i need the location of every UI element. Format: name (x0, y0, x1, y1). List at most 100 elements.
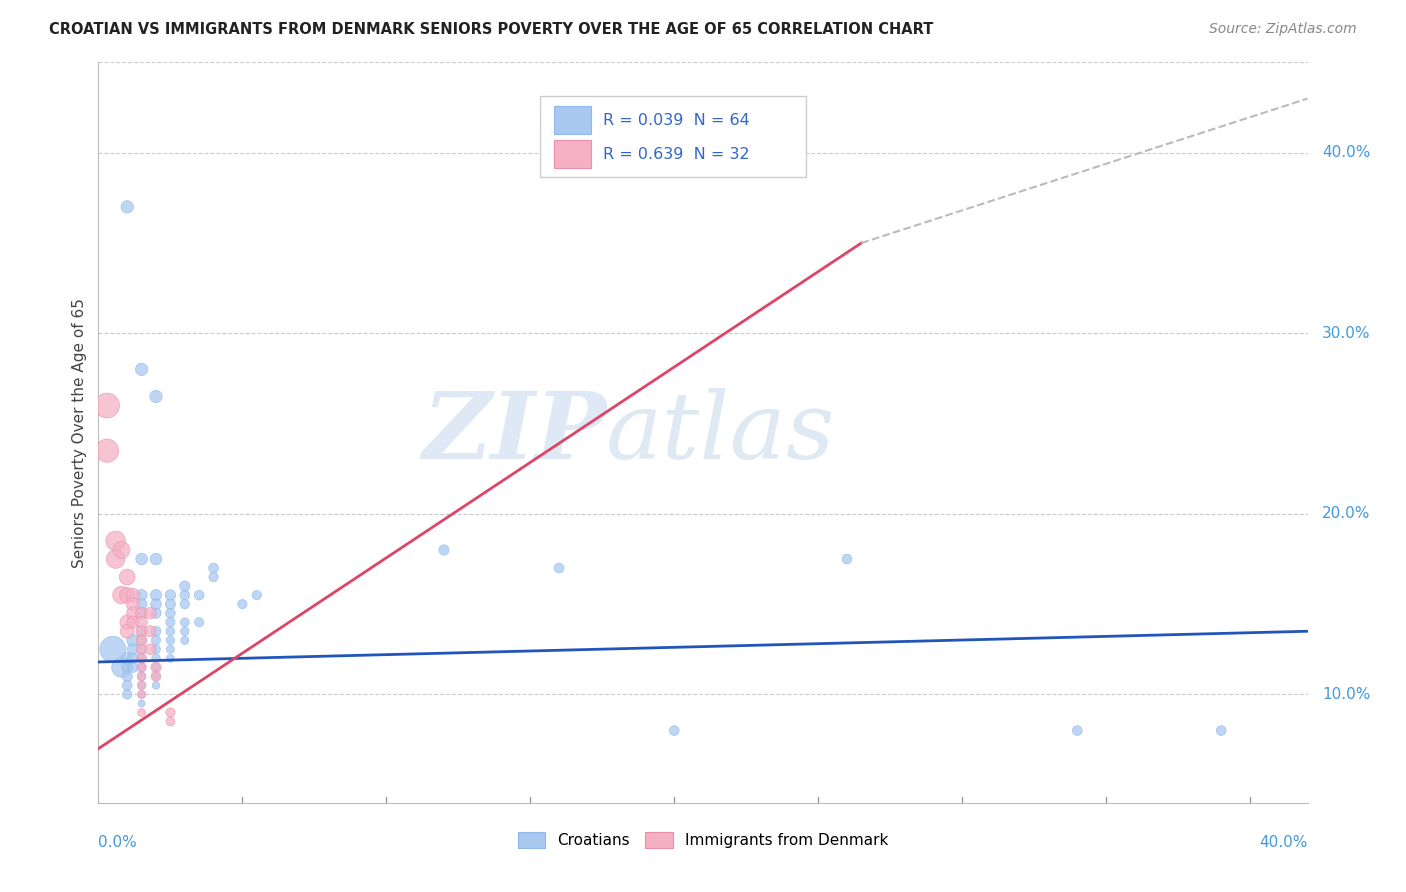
Point (115, 615, 138, 630)
Point (173, 597, 195, 611)
Point (145, 651, 167, 665)
Point (115, 624, 138, 639)
Point (246, 588, 269, 602)
Text: 40.0%: 40.0% (1322, 145, 1371, 161)
Point (231, 597, 253, 611)
Point (159, 597, 181, 611)
Point (159, 642, 181, 657)
Point (145, 669, 167, 683)
Point (115, 660, 138, 674)
Point (145, 642, 167, 657)
Point (115, 678, 138, 692)
Point (131, 624, 153, 639)
Text: 40.0%: 40.0% (1260, 835, 1308, 850)
Point (131, 697, 153, 711)
Point (145, 390, 167, 404)
Text: ZIP: ZIP (422, 388, 606, 477)
Point (131, 597, 153, 611)
Point (145, 552, 167, 566)
Point (131, 642, 153, 657)
FancyBboxPatch shape (540, 95, 806, 178)
Text: atlas: atlas (606, 388, 835, 477)
Bar (554, 106, 591, 135)
Point (131, 651, 153, 665)
Point (122, 633, 145, 648)
Point (145, 660, 167, 674)
Point (122, 615, 145, 630)
Point (131, 678, 153, 692)
Point (159, 624, 181, 639)
Point (139, 624, 162, 639)
Text: 0.0%: 0.0% (98, 835, 138, 850)
Point (159, 651, 181, 665)
Point (131, 660, 153, 674)
Point (122, 660, 145, 674)
Point (202, 570, 225, 584)
Point (96, 399, 118, 413)
Point (145, 597, 167, 611)
Point (145, 633, 167, 648)
Point (131, 606, 153, 620)
Point (173, 588, 195, 602)
Text: 30.0%: 30.0% (1322, 326, 1371, 341)
Point (131, 552, 153, 566)
Point (159, 714, 181, 729)
Point (115, 570, 138, 584)
Text: R = 0.039  N = 64: R = 0.039 N = 64 (603, 112, 749, 128)
Text: CROATIAN VS IMMIGRANTS FROM DENMARK SENIORS POVERTY OVER THE AGE OF 65 CORRELATI: CROATIAN VS IMMIGRANTS FROM DENMARK SENI… (49, 22, 934, 37)
Point (145, 606, 167, 620)
Point (159, 633, 181, 648)
Point (115, 688, 138, 702)
Text: R = 0.639  N = 32: R = 0.639 N = 32 (603, 147, 749, 161)
Point (122, 642, 145, 657)
Point (131, 678, 153, 692)
Point (131, 669, 153, 683)
Point (173, 624, 195, 639)
Point (104, 552, 127, 566)
Point (115, 651, 138, 665)
Point (139, 642, 162, 657)
Point (202, 561, 225, 575)
Point (159, 706, 181, 720)
Point (139, 606, 162, 620)
Point (131, 624, 153, 639)
Point (1211, 723, 1233, 738)
Point (131, 615, 153, 630)
Point (101, 642, 124, 657)
Point (110, 660, 132, 674)
Point (1066, 723, 1088, 738)
Text: 20.0%: 20.0% (1322, 507, 1371, 522)
Point (159, 588, 181, 602)
Point (433, 543, 456, 558)
Point (122, 597, 145, 611)
Point (145, 678, 167, 692)
Point (131, 669, 153, 683)
Point (131, 588, 153, 602)
Point (145, 588, 167, 602)
Point (131, 688, 153, 702)
Point (122, 588, 145, 602)
Point (188, 588, 211, 602)
Point (122, 651, 145, 665)
Point (131, 688, 153, 702)
Text: 10.0%: 10.0% (1322, 687, 1371, 702)
Point (131, 362, 153, 376)
Point (131, 633, 153, 648)
Point (159, 615, 181, 630)
Point (115, 588, 138, 602)
Point (131, 706, 153, 720)
Point (145, 624, 167, 639)
Y-axis label: Seniors Poverty Over the Age of 65: Seniors Poverty Over the Age of 65 (72, 298, 87, 567)
Point (173, 633, 195, 648)
Point (131, 606, 153, 620)
Point (104, 533, 127, 548)
Point (131, 651, 153, 665)
Point (131, 642, 153, 657)
Point (664, 723, 686, 738)
Point (110, 543, 132, 558)
Point (115, 669, 138, 683)
Bar (554, 140, 591, 169)
Point (145, 660, 167, 674)
Point (173, 579, 195, 593)
Point (131, 633, 153, 648)
